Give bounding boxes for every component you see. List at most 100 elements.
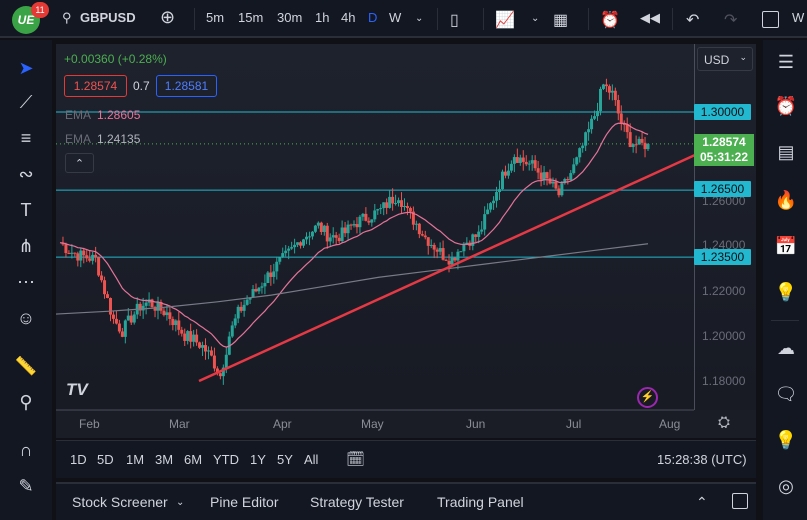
goto-date-icon[interactable]: 🗓 <box>346 451 366 468</box>
redo-icon[interactable]: ↷ <box>724 12 738 29</box>
settings-icon[interactable]: ⛭ <box>718 414 731 431</box>
magnet-icon[interactable]: ∩ <box>19 440 33 460</box>
maximize-panel-icon[interactable] <box>732 493 748 509</box>
level-label-1.30000[interactable]: 1.30000 <box>694 104 751 120</box>
add-symbol-icon[interactable]: ⊕ <box>160 7 176 27</box>
range-3m[interactable]: 3M <box>155 452 174 467</box>
candle-body <box>82 250 86 256</box>
range-6m[interactable]: 6M <box>184 452 203 467</box>
zoom-in-icon[interactable]: ⚲ <box>19 392 33 412</box>
ema-slow-label[interactable]: EMA <box>65 132 92 146</box>
range-5y[interactable]: 5Y <box>277 452 293 467</box>
range-5d[interactable]: 5D <box>97 452 114 467</box>
tab-stock-screener[interactable]: Stock Screener <box>72 494 168 510</box>
chevron-down-icon[interactable]: ⌄ <box>176 497 185 508</box>
trendline-icon[interactable]: ⟋ <box>19 92 33 112</box>
fib-icon[interactable]: ≡ <box>20 128 32 148</box>
tab-trading-panel[interactable]: Trading Panel <box>437 494 524 510</box>
candle-body <box>275 261 279 272</box>
axis-tick: 1.26000 <box>702 194 746 208</box>
tf-5m[interactable]: 5m <box>206 10 225 25</box>
text-icon[interactable]: T <box>20 200 32 220</box>
chats-cloud-icon[interactable]: ☁ <box>777 338 795 358</box>
tf-w[interactable]: W <box>389 10 402 25</box>
streams-icon[interactable]: 💡 <box>774 430 798 450</box>
price-chart[interactable] <box>56 44 756 438</box>
currency-select[interactable]: USD ⌄ <box>697 47 753 71</box>
brush-icon[interactable]: ∾ <box>18 164 34 184</box>
chart-pane[interactable] <box>56 44 756 438</box>
prediction-icon[interactable]: ⋯ <box>17 272 35 292</box>
candle-body <box>441 248 445 260</box>
sell-button[interactable]: 1.28574 <box>64 75 127 97</box>
candle-body <box>239 306 243 311</box>
axis-tick: 1.22000 <box>702 284 746 298</box>
object-tree-icon[interactable]: ▤ <box>777 142 795 162</box>
chevron-down-icon[interactable]: ⌄ <box>415 13 424 24</box>
candle-body <box>382 202 386 209</box>
candle-body <box>180 329 184 334</box>
bar-countdown: 05:31:22 <box>699 150 749 164</box>
tf-15m[interactable]: 15m <box>238 10 264 25</box>
lock-drawing-icon[interactable]: ✎ <box>18 476 34 496</box>
indicators-icon[interactable]: 📈 <box>495 12 515 29</box>
candles-icon[interactable]: ▯ <box>450 12 459 29</box>
replay-icon[interactable]: ◀◀ <box>640 10 660 25</box>
lightning-icon[interactable]: ⚡ <box>637 387 658 408</box>
ema-fast-label[interactable]: EMA <box>65 108 92 122</box>
utc-clock[interactable]: 15:28:38 (UTC) <box>657 452 747 467</box>
range-1y[interactable]: 1Y <box>250 452 266 467</box>
fullscreen-icon[interactable] <box>762 11 779 28</box>
pattern-icon[interactable]: ⋔ <box>18 236 34 256</box>
right-sidebar: ☰ ⏰ ▤ 🔥 📅 💡 ☁ 🗨 💡 ◎ <box>763 40 807 520</box>
range-all[interactable]: All <box>304 452 319 467</box>
range-ytd[interactable]: YTD <box>213 452 239 467</box>
candle-body <box>103 280 107 295</box>
emoji-icon[interactable]: ☺ <box>16 308 36 328</box>
candle-body <box>67 252 71 254</box>
tab-strategy-tester[interactable]: Strategy Tester <box>310 494 404 510</box>
candle-body <box>266 272 270 284</box>
cursor-icon[interactable]: ➤ <box>18 58 34 78</box>
tf-1h[interactable]: 1h <box>315 10 330 25</box>
tf-d[interactable]: D <box>368 10 378 25</box>
messages-icon[interactable]: 🗨 <box>774 384 798 404</box>
layout-grid-icon[interactable]: ▦ <box>553 12 569 29</box>
candle-body <box>150 299 154 307</box>
range-1d[interactable]: 1D <box>70 452 87 467</box>
level-label-1.23500[interactable]: 1.23500 <box>694 249 751 265</box>
symbol-search[interactable]: GBPUSD <box>80 10 136 25</box>
hotlist-fire-icon[interactable]: 🔥 <box>774 190 798 210</box>
search-icon[interactable]: ⚲ <box>62 10 72 25</box>
alarm-add-icon[interactable]: ⏰ <box>600 12 620 29</box>
workspace-label[interactable]: W <box>792 10 805 25</box>
candle-body <box>569 173 573 181</box>
expand-panel-icon[interactable]: ⌃ <box>696 494 708 510</box>
level-label-1.26500[interactable]: 1.26500 <box>694 181 751 197</box>
candle-body <box>539 172 543 180</box>
tf-4h[interactable]: 4h <box>341 10 356 25</box>
candle-body <box>593 116 597 119</box>
candle-body <box>310 231 314 237</box>
tf-30m[interactable]: 30m <box>277 10 303 25</box>
candle-body <box>483 214 487 230</box>
tradingview-logo[interactable]: TV <box>66 380 88 399</box>
undo-icon[interactable]: ↶ <box>686 12 700 29</box>
time-tick: Jul <box>566 417 582 431</box>
watchlist-icon[interactable]: ☰ <box>777 52 795 72</box>
candle-body <box>269 272 273 277</box>
collapse-legend-button[interactable]: ⌃ <box>65 153 94 173</box>
calendar-icon[interactable]: 📅 <box>774 236 798 256</box>
ruler-icon[interactable]: 📏 <box>14 356 38 376</box>
candle-body <box>530 160 534 164</box>
candle-body <box>414 223 418 225</box>
candle-body <box>619 113 623 124</box>
ideas-bulb-icon[interactable]: 💡 <box>774 282 798 302</box>
alarm-icon[interactable]: ⏰ <box>774 96 798 116</box>
chevron-down-icon[interactable]: ⌄ <box>531 13 540 24</box>
tab-pine-editor[interactable]: Pine Editor <box>210 494 279 510</box>
candle-body <box>328 237 332 242</box>
broadcast-icon[interactable]: ◎ <box>778 476 794 496</box>
buy-button[interactable]: 1.28581 <box>156 75 217 97</box>
range-1m[interactable]: 1M <box>126 452 145 467</box>
